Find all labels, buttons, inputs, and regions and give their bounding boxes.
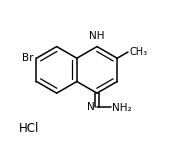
Text: HCl: HCl [19, 122, 39, 135]
Text: N: N [87, 102, 94, 112]
Text: CH₃: CH₃ [129, 47, 147, 57]
Text: Br: Br [22, 53, 34, 63]
Text: NH: NH [89, 31, 105, 41]
Text: NH₂: NH₂ [112, 103, 132, 113]
